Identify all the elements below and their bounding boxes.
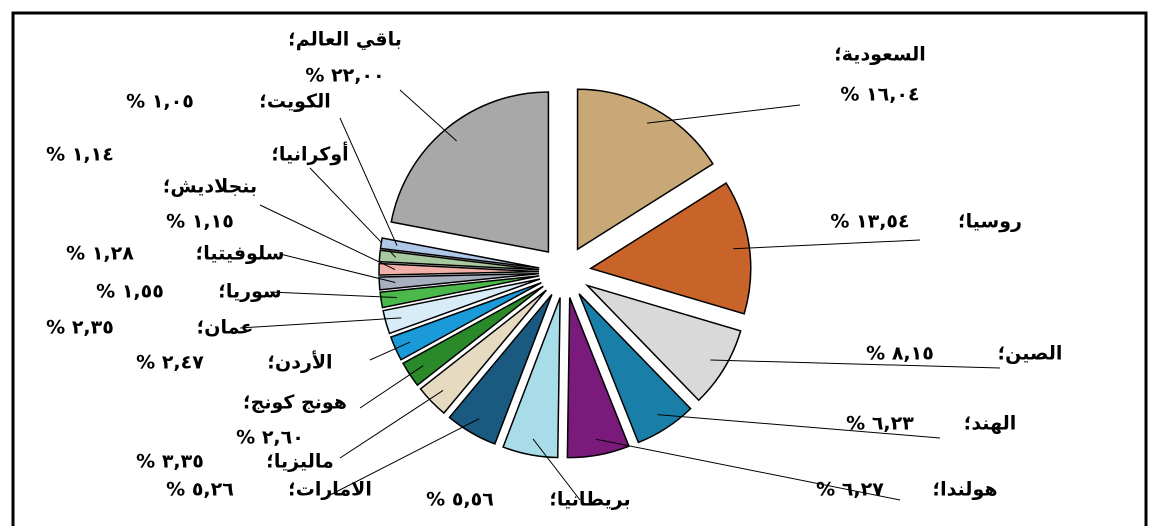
slice-label: الامارات؛ bbox=[288, 479, 372, 501]
pie-slice bbox=[378, 249, 540, 271]
leader-line bbox=[269, 291, 397, 299]
slice-value-label: ١٣,٥٤ % bbox=[830, 211, 909, 233]
slice-label: باقي العالم؛ bbox=[288, 29, 402, 51]
slice-value-label: ١,٥٥ % bbox=[96, 281, 164, 303]
leader-line bbox=[532, 438, 581, 501]
pie-slice bbox=[578, 293, 692, 444]
leader-line bbox=[595, 438, 901, 501]
slice-value-label: ١٦,٠٤ % bbox=[840, 84, 919, 106]
slice-value-label: ٢,٣٥ % bbox=[46, 317, 114, 339]
slice-label: روسيا؛ bbox=[958, 211, 1022, 233]
leader-line bbox=[339, 390, 444, 459]
slice-value-label: ٢٢,٠٠ % bbox=[305, 65, 384, 87]
leader-line bbox=[239, 317, 402, 329]
slice-label: عمان؛ bbox=[197, 317, 254, 339]
slice-label: بنجلاديش؛ bbox=[163, 176, 257, 198]
leader-line bbox=[359, 365, 424, 409]
pie-slice bbox=[448, 293, 553, 445]
leader-line bbox=[279, 253, 396, 283]
leader-line bbox=[329, 418, 480, 496]
slice-value-label: ٢,٦٠ % bbox=[236, 427, 304, 449]
leader-line bbox=[710, 359, 1001, 369]
slice-label: ماليزيا؛ bbox=[266, 451, 333, 473]
slice-value-label: ١,٢٨ % bbox=[66, 243, 134, 265]
pie-slice bbox=[378, 272, 540, 291]
frame bbox=[11, 11, 1148, 530]
slice-value-label: ٣,٣٥ % bbox=[136, 451, 204, 473]
slice-label: هولندا؛ bbox=[932, 479, 997, 501]
slice-value-label: ٥,٢٦ % bbox=[166, 479, 234, 501]
pie-slice bbox=[502, 297, 561, 459]
leader-line bbox=[647, 104, 801, 124]
pie-slice bbox=[390, 91, 550, 253]
leader-line bbox=[399, 89, 457, 142]
pie-slice bbox=[378, 262, 540, 276]
slice-label: أوكرانيا؛ bbox=[271, 142, 348, 166]
pie-slice bbox=[379, 275, 540, 309]
slice-value-label: ٢,٤٧ % bbox=[136, 352, 204, 374]
leader-line bbox=[733, 239, 921, 250]
pie-slice bbox=[584, 283, 742, 402]
slice-label: السعودية؛ bbox=[834, 44, 926, 66]
pie-slice bbox=[382, 278, 541, 335]
leader-line bbox=[657, 414, 941, 439]
slice-value-label: ١,١٤ % bbox=[46, 144, 114, 166]
pie-slice bbox=[576, 88, 714, 251]
slice-label: الأردن؛ bbox=[267, 351, 332, 374]
slice-label: بريطانيا؛ bbox=[549, 489, 630, 511]
pie-slice bbox=[588, 182, 752, 315]
slice-value-label: ٦,٢٧ % bbox=[816, 479, 884, 501]
slice-value-label: ٦,٢٣ % bbox=[846, 413, 914, 435]
leader-line bbox=[369, 341, 411, 361]
pie-slice bbox=[419, 289, 547, 415]
leader-line bbox=[339, 117, 398, 246]
slice-value-label: ٥,٥٦ % bbox=[426, 489, 494, 511]
slice-value-label: ١,١٥ % bbox=[166, 211, 234, 233]
slice-value-label: ١,٠٥ % bbox=[126, 91, 194, 113]
pie-slice bbox=[379, 237, 540, 269]
slice-label: سلوفيتيا؛ bbox=[196, 243, 285, 265]
leader-line bbox=[259, 204, 396, 270]
slice-label: الكويت؛ bbox=[259, 91, 330, 113]
slice-label: الهند؛ bbox=[964, 413, 1017, 435]
slice-label: هونج كونج؛ bbox=[243, 392, 347, 414]
slice-label: سوريا؛ bbox=[218, 281, 281, 303]
slice-label: الصين؛ bbox=[998, 343, 1063, 365]
slice-value-label: ٨,١٥ % bbox=[866, 343, 934, 365]
